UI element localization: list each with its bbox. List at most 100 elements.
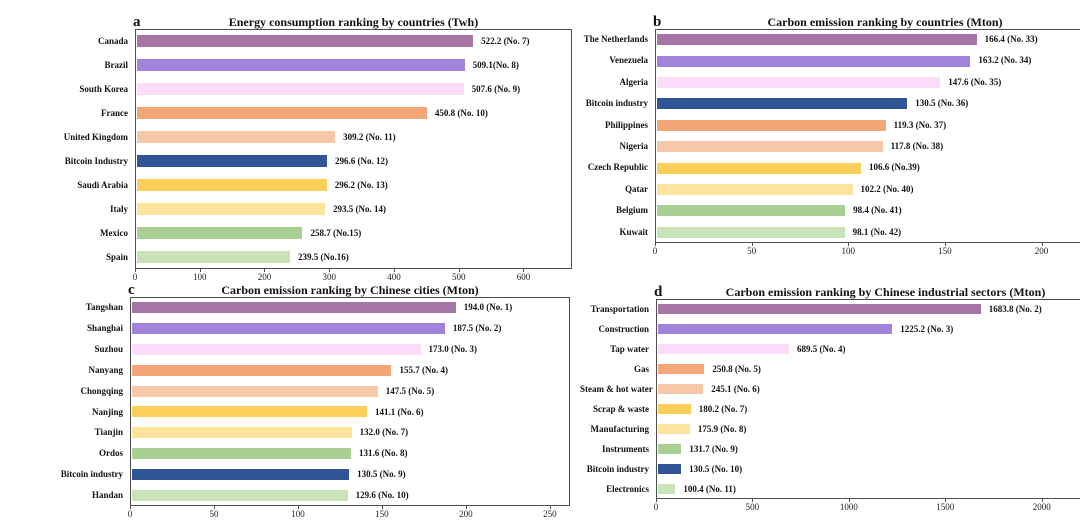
category-label: Transportation — [590, 304, 649, 314]
value-label: 250.8 (No. 5) — [712, 364, 761, 374]
category-label: South Korea — [79, 84, 128, 94]
axis-tick — [297, 506, 299, 509]
value-label: 130.5 (No. 10) — [689, 464, 743, 474]
axis-tick-label: 300 — [322, 272, 336, 282]
category-label: Electronics — [606, 484, 649, 494]
bar — [657, 404, 691, 414]
bar — [136, 155, 328, 167]
bar — [656, 34, 977, 46]
panel-letter-a: a — [133, 14, 141, 30]
bar — [657, 424, 690, 434]
category-label: Brazil — [104, 60, 129, 70]
axis-tick-label: 100 — [291, 509, 305, 519]
bar — [131, 385, 378, 397]
bar — [657, 484, 676, 494]
bar — [656, 205, 846, 217]
bar — [136, 179, 327, 191]
bar — [657, 344, 789, 354]
value-label: 117.8 (No. 38) — [890, 141, 944, 151]
bar — [656, 119, 886, 131]
value-label: 293.5 (No. 14) — [333, 204, 386, 214]
value-label: 147.6 (No. 35) — [948, 76, 1002, 87]
value-label: 1683.8 (No. 2) — [988, 304, 1042, 314]
panel-title-bar: Carbon emission ranking by countries (Mt… — [655, 15, 1080, 29]
axis-tick — [393, 269, 395, 272]
bar — [131, 301, 456, 313]
category-label: Tianjin — [94, 427, 123, 438]
category-label: Spain — [105, 252, 128, 262]
axis-tick-label: 150 — [375, 509, 389, 519]
value-label: 98.4 (No. 41) — [853, 205, 902, 216]
category-label: Nanyang — [88, 364, 123, 375]
value-label: 187.5 (No. 2) — [452, 322, 502, 333]
value-label: 194.0 (No. 1) — [463, 302, 513, 312]
category-label: Bitcoin industry — [60, 469, 123, 480]
bar — [657, 364, 705, 374]
category-label: Saudi Arabia — [77, 180, 128, 190]
category-label: The Netherlands — [583, 34, 648, 44]
axis-tick — [656, 499, 657, 502]
category-label: Belgium — [615, 205, 648, 216]
category-label: United Kingdom — [63, 132, 128, 142]
axis-tick-label: 50 — [209, 509, 219, 519]
axis-tick — [944, 243, 946, 246]
value-label: 245.1 (No. 6) — [711, 384, 760, 394]
axis-tick-label: 500 — [451, 272, 466, 282]
axis-tick — [1041, 499, 1043, 502]
category-label: Instruments — [601, 444, 649, 454]
axis-tick-label: 0 — [127, 509, 133, 519]
bar — [131, 490, 348, 502]
axis-tick — [523, 269, 525, 272]
axis-tick-label: 100 — [841, 246, 856, 256]
panel-title-bar: Carbon emission ranking by Chinese indus… — [656, 285, 1080, 299]
bar — [131, 448, 351, 460]
bar — [657, 384, 704, 394]
category-label: Construction — [598, 324, 649, 334]
chart-title-industrial-sectors: Carbon emission ranking by Chinese indus… — [725, 285, 1046, 299]
axis-tick-label: 100 — [192, 272, 207, 282]
value-label: 166.4 (No. 33) — [984, 34, 1038, 44]
axis-tick-label: 200 — [1034, 246, 1049, 256]
bar — [136, 251, 291, 263]
value-label: 132.0 (No. 7) — [359, 427, 409, 438]
bar — [136, 83, 464, 95]
category-label: Italy — [110, 204, 128, 214]
panel-letter-d: d — [654, 284, 663, 300]
axis-tick-label: 0 — [653, 502, 659, 512]
axis-tick — [458, 269, 460, 272]
category-label: Bitcoin industry — [586, 464, 649, 474]
panel-carbon-ranking-chinese-cities: c Carbon emission ranking by Chinese cit… — [40, 282, 580, 526]
chart-title-energy-countries: Energy consumption ranking by countries … — [228, 15, 479, 29]
axis-tick — [213, 506, 215, 509]
chart-title-chinese-cities: Carbon emission ranking by Chinese citie… — [221, 283, 479, 297]
category-label: Nigeria — [619, 141, 649, 151]
value-label: 131.7 (No. 9) — [689, 444, 738, 454]
bar — [657, 324, 893, 334]
axis-tick — [848, 243, 850, 246]
bar — [136, 203, 325, 215]
bar — [136, 59, 465, 71]
value-label: 258.7 (No.15) — [310, 228, 362, 238]
bar — [656, 162, 862, 174]
category-label: Qatar — [625, 183, 648, 194]
value-label: 106.6 (No.39) — [869, 162, 920, 173]
axis-tick — [945, 499, 947, 502]
category-label: Czech Republic — [587, 162, 648, 173]
value-label: 522.2 (No. 7) — [481, 36, 530, 46]
value-label: 129.6 (No. 10) — [355, 490, 409, 501]
bar — [131, 427, 352, 439]
value-label: 173.0 (No. 3) — [428, 343, 478, 354]
axis-tick-label: 200 — [257, 272, 272, 282]
category-label: Shanghai — [86, 322, 123, 333]
value-label: 175.9 (No. 8) — [697, 424, 747, 434]
axis-tick — [199, 269, 201, 272]
category-label: Chongqing — [80, 385, 123, 396]
axis-tick — [751, 243, 753, 246]
axis-tick-label: 1000 — [839, 502, 858, 512]
value-label: 689.5 (No. 4) — [796, 344, 846, 354]
value-label: 509.1(No. 8) — [472, 60, 519, 70]
panel-letter-c: c — [128, 282, 135, 298]
value-label: 100.4 (No. 11) — [683, 484, 736, 494]
bar — [131, 469, 350, 481]
value-label: 102.2 (No. 40) — [860, 183, 914, 194]
